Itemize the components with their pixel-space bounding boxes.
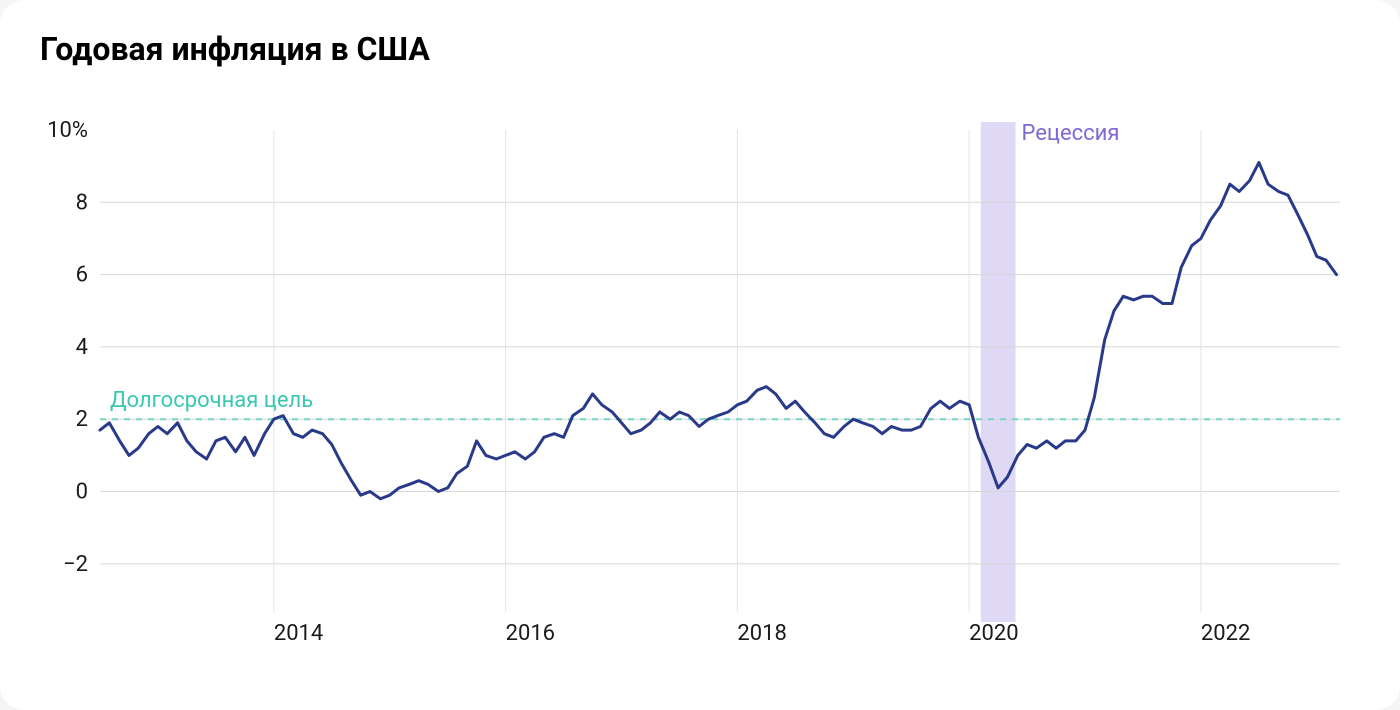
x-tick-label: 2014 xyxy=(274,621,323,646)
inflation-series-line xyxy=(100,163,1337,499)
y-tick-label: −2 xyxy=(63,552,88,577)
y-tick-label: 8 xyxy=(76,190,88,215)
y-tick-label: 0 xyxy=(76,480,88,505)
y-tick-label: 6 xyxy=(76,263,88,288)
x-tick-label: 2018 xyxy=(737,621,786,646)
chart-card: Годовая инфляция в США −2 0 2 4 6 8 10% 2014 201… xyxy=(0,0,1400,710)
recession-label: Рецессия xyxy=(1022,121,1120,146)
chart-area: −2 0 2 4 6 8 10% 2014 2016 2018 2020 2022 Долгосрочн… xyxy=(40,100,1360,660)
target-line-label: Долгосрочная цель xyxy=(110,388,313,413)
y-tick-label: 4 xyxy=(76,335,88,360)
y-tick-label: 2 xyxy=(76,407,88,432)
y-tick-label: 10% xyxy=(47,118,88,143)
recession-band xyxy=(981,122,1016,622)
x-tick-label: 2020 xyxy=(969,621,1018,646)
chart-title: Годовая инфляция в США xyxy=(40,30,430,68)
x-tick-label: 2022 xyxy=(1201,621,1250,646)
x-tick-label: 2016 xyxy=(506,621,555,646)
line-chart-svg: −2 0 2 4 6 8 10% 2014 2016 2018 2020 2022 Долгосрочн… xyxy=(40,100,1360,660)
